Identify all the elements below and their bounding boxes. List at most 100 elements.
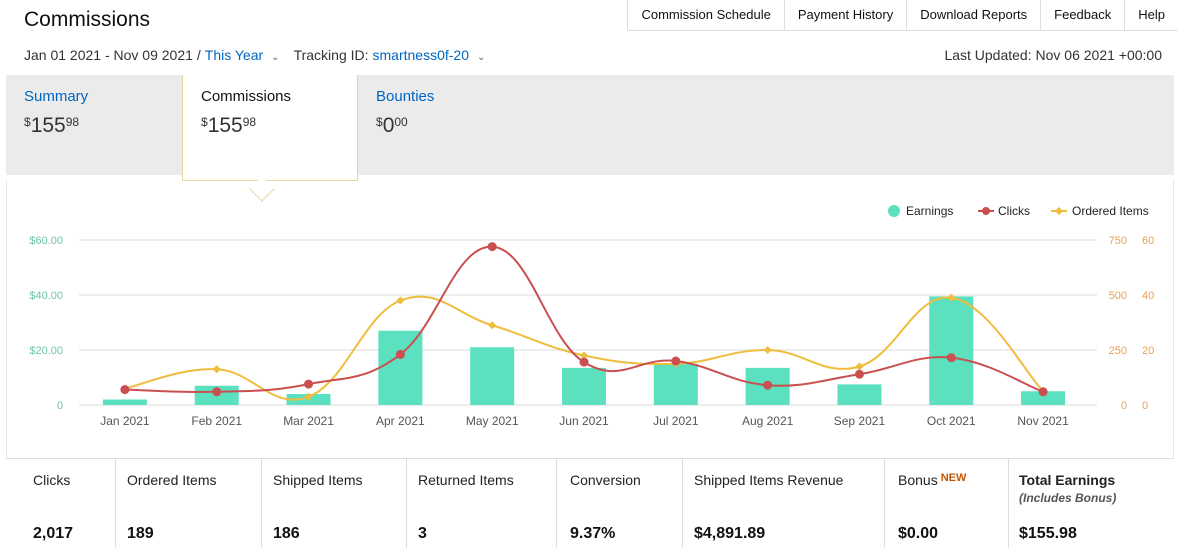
left-axis-tick: $60.00 (29, 235, 63, 247)
commission-schedule-button[interactable]: Commission Schedule (628, 0, 785, 30)
earnings-bar (1021, 391, 1066, 405)
earnings-bar (378, 330, 423, 405)
stat-label: Ordered Items (127, 472, 217, 488)
last-updated: Last Updated: Nov 06 2021 +00:00 (944, 47, 1162, 63)
date-range: Jan 01 2021 - Nov 09 2021 (24, 47, 193, 63)
ordered-items-point (947, 293, 956, 302)
top-nav: Commission Schedule Payment History Down… (627, 0, 1178, 31)
earnings-bar (653, 363, 698, 405)
stat-value: $4,891.89 (694, 525, 766, 542)
tracking-id-label: Tracking ID: (293, 47, 369, 63)
x-axis-tick: May 2021 (466, 414, 519, 428)
x-axis-tick: Nov 2021 (1017, 414, 1069, 428)
amount-whole: 155 (207, 114, 243, 137)
clicks-point (579, 357, 589, 367)
clicks-point (395, 349, 405, 359)
x-axis-tick: Jan 2021 (100, 414, 150, 428)
period-dropdown[interactable]: This Year ⌄ (205, 47, 280, 63)
right-axis-items-tick: 40 (1142, 290, 1154, 302)
x-axis-tick: Apr 2021 (376, 414, 425, 428)
download-reports-button[interactable]: Download Reports (907, 0, 1042, 30)
ordered-items-point (396, 296, 405, 305)
legend-earnings-marker (888, 205, 900, 217)
stat-value: $155.98 (1019, 525, 1077, 542)
right-axis-items-tick: 60 (1142, 235, 1154, 247)
stat-sub: (Includes Bonus) (1019, 491, 1117, 505)
period-label: This Year (204, 47, 264, 63)
clicks-point (763, 380, 773, 390)
x-axis-tick: Mar 2021 (283, 414, 334, 428)
amount-cents: 98 (65, 115, 80, 129)
earnings-bar (102, 399, 147, 405)
tab-bounties-amount: $000 (376, 114, 516, 138)
amount-whole: 155 (30, 114, 66, 137)
earnings-bar (562, 367, 606, 405)
right-axis-clicks-tick: 0 (1121, 400, 1127, 412)
earnings-bar (837, 384, 882, 405)
amount-whole: 0 (382, 114, 395, 137)
stat-value: 9.37% (570, 525, 616, 542)
legend-clicks-marker (982, 207, 990, 215)
x-axis-tick: Oct 2021 (927, 414, 976, 428)
left-axis-tick: 0 (57, 400, 63, 412)
stat-label: Clicks (33, 472, 71, 488)
tab-bounties-label: Bounties (376, 88, 435, 105)
ordered-items-point (304, 392, 313, 401)
x-axis-tick: Jun 2021 (559, 414, 609, 428)
legend-earnings-label: Earnings (906, 204, 953, 218)
clicks-point (120, 385, 130, 395)
x-axis-tick: Aug 2021 (742, 414, 794, 428)
currency-symbol: $ (201, 115, 208, 129)
stat-clicks: Clicks 2,017 (6, 459, 116, 548)
stat-label: Conversion (570, 472, 641, 488)
tab-summary-amount: $15598 (24, 114, 164, 138)
right-axis-clicks-tick: 500 (1109, 290, 1127, 302)
stat-ordered-items: Ordered Items 189 (116, 459, 262, 548)
stat-value: 2,017 (33, 525, 74, 542)
right-axis-clicks-tick: 750 (1109, 235, 1127, 247)
chevron-down-icon: ⌄ (477, 52, 486, 63)
right-axis-items-tick: 0 (1142, 400, 1148, 412)
stat-bonus-label: Bonus (898, 472, 938, 488)
clicks-point (487, 242, 497, 252)
stat-conversion: Conversion 9.37% (557, 459, 683, 548)
clicks-point (212, 387, 222, 397)
stat-label: Total Earnings (1019, 472, 1116, 488)
payment-history-button[interactable]: Payment History (784, 0, 908, 30)
stat-value: 3 (418, 525, 427, 542)
stat-value: $0.00 (898, 525, 939, 542)
ordered-items-point (580, 351, 588, 360)
x-axis-tick: Jul 2021 (653, 414, 699, 428)
date-separator: / (196, 47, 201, 63)
tab-bounties[interactable]: Bounties $000 (358, 75, 534, 175)
right-axis-clicks-tick: 250 (1109, 345, 1127, 357)
chevron-down-icon: ⌄ (271, 52, 280, 63)
ordered-items-point (212, 365, 221, 374)
feedback-button[interactable]: Feedback (1041, 0, 1126, 30)
x-axis-tick: Feb 2021 (191, 414, 242, 428)
clicks-point (671, 356, 681, 366)
tab-commissions-label: Commissions (201, 88, 292, 105)
tracking-id-dropdown[interactable]: smartness0f-20 ⌄ (373, 47, 486, 63)
earnings-bar (470, 347, 515, 405)
filter-bar: Jan 01 2021 - Nov 09 2021 / This Year ⌄ T… (24, 47, 485, 63)
x-axis-tick: Sep 2021 (834, 414, 886, 428)
left-axis-tick: $40.00 (29, 290, 63, 302)
stat-shipped-revenue: Shipped Items Revenue $4,891.89 (683, 459, 885, 548)
earnings-bar (929, 296, 974, 405)
ordered-items-point (763, 346, 772, 354)
stat-bonus: Bonus NEW $0.00 (885, 459, 1009, 548)
help-button[interactable]: Help (1125, 0, 1178, 30)
left-axis-tick: $20.00 (29, 345, 63, 357)
stat-value: 189 (127, 525, 154, 542)
tab-commissions[interactable]: Commissions $15598 (182, 75, 358, 181)
amount-cents: 98 (242, 115, 257, 129)
stat-label: Shipped Items (273, 472, 363, 488)
clicks-line (124, 245, 1044, 394)
clicks-point (946, 353, 956, 363)
tab-commissions-amount: $15598 (201, 114, 339, 138)
tab-summary[interactable]: Summary $15598 (6, 75, 182, 175)
tab-summary-label: Summary (24, 88, 89, 105)
currency-symbol: $ (376, 115, 383, 129)
